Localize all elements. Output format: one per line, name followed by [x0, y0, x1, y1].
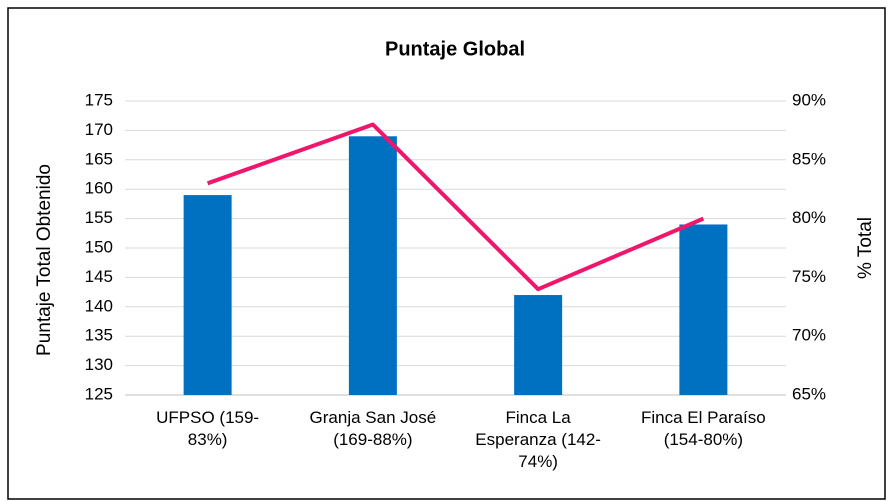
y2-tick-label: 70% — [792, 326, 826, 345]
y-tick-label: 155 — [85, 208, 113, 227]
x-tick-label: Finca La Esperanza (142-74%) — [475, 408, 601, 471]
y-axis-title: Puntaje Total Obtenido — [34, 164, 55, 356]
y2-tick-label: 65% — [792, 384, 826, 403]
y-tick-label: 150 — [85, 237, 113, 256]
bar — [514, 295, 563, 395]
bar — [679, 224, 728, 395]
y-tick-label: 135 — [85, 326, 113, 345]
y2-tick-label: 80% — [792, 208, 826, 227]
x-tick-label: Granja San José (169-88%) — [309, 408, 437, 449]
chart-title: Puntaje Global — [385, 38, 525, 60]
bar — [183, 195, 232, 395]
y-tick-label: 165 — [85, 149, 113, 168]
y-tick-label: 140 — [85, 296, 113, 315]
y-tick-label: 175 — [85, 90, 113, 109]
y2-tick-label: 75% — [792, 267, 826, 286]
y2-tick-label: 85% — [792, 149, 826, 168]
y-tick-label: 125 — [85, 384, 113, 403]
x-tick-label: Finca El Paraíso (154-80%) — [641, 408, 766, 449]
bar — [348, 136, 397, 395]
y2-axis-title: % Total — [855, 217, 876, 279]
x-tick-label: UFPSO (159-83%) — [156, 408, 260, 449]
y-tick-label: 160 — [85, 179, 113, 198]
y-tick-label: 145 — [85, 267, 113, 286]
y-tick-label: 130 — [85, 355, 113, 374]
line — [206, 122, 705, 292]
y-tick-label: 170 — [85, 120, 113, 139]
y2-tick-label: 90% — [792, 90, 826, 109]
chart-border — [7, 7, 886, 500]
